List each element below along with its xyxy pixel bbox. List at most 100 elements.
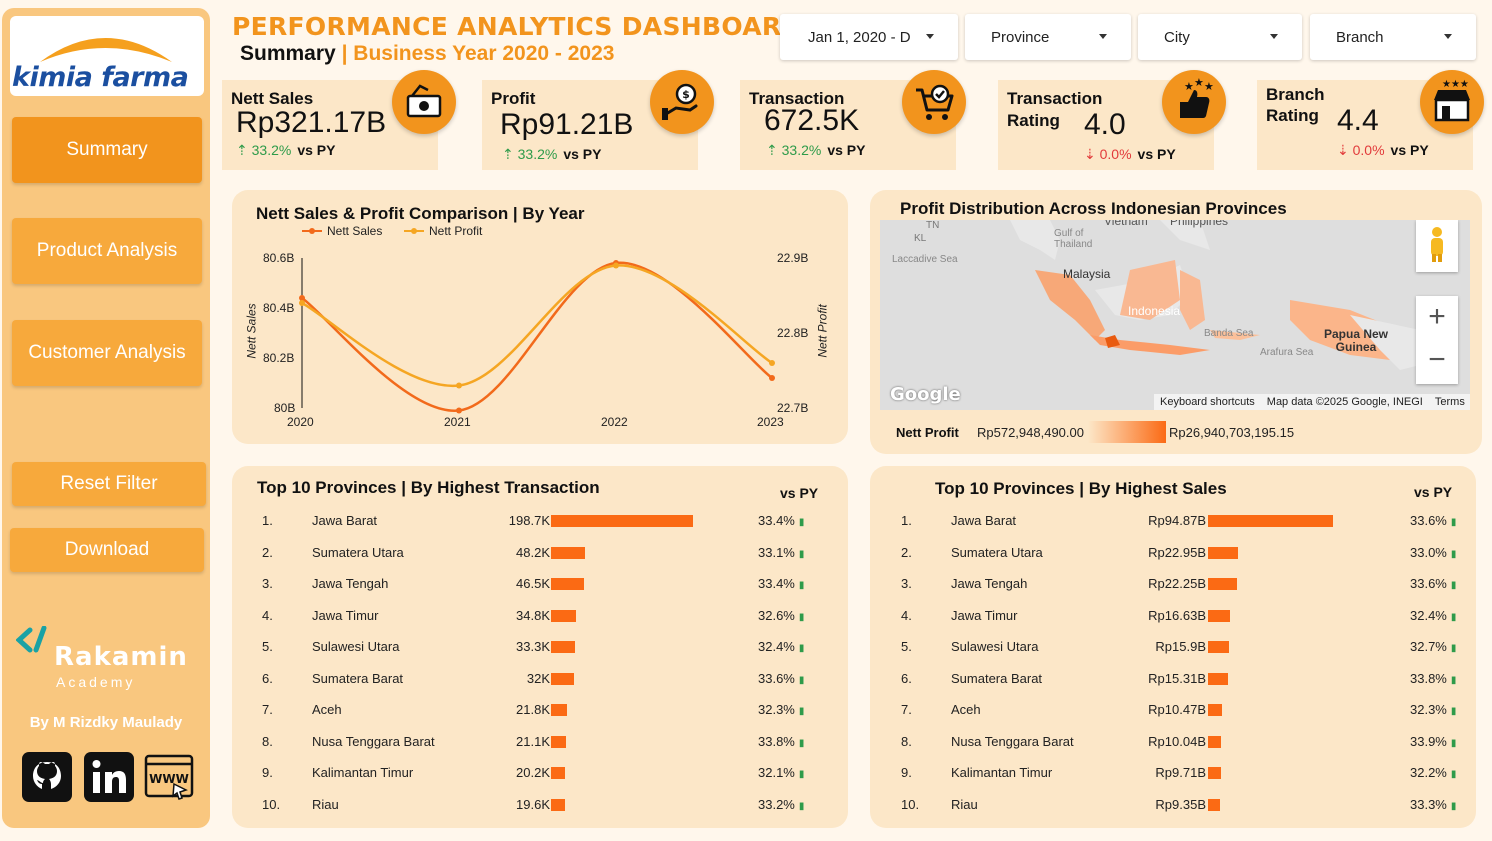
bar[interactable] xyxy=(1208,704,1222,716)
linkedin-icon[interactable] xyxy=(84,752,134,802)
profit-map[interactable]: Vietnam Philippines TN KL Gulf of Thaila… xyxy=(880,220,1470,410)
bar[interactable] xyxy=(1208,767,1221,779)
vs-py-value: 33.3% ▮ xyxy=(1410,796,1457,812)
x-tick: 2022 xyxy=(601,415,628,429)
bar[interactable] xyxy=(551,767,566,779)
map-label: Malaysia xyxy=(1063,267,1111,281)
bar[interactable] xyxy=(551,609,576,622)
bar[interactable] xyxy=(551,641,575,653)
map-title: Profit Distribution Across Indonesian Pr… xyxy=(900,199,1287,218)
x-tick: 2021 xyxy=(444,415,471,429)
trend-up-icon: ▮ xyxy=(798,674,805,686)
logo-text: kimia farma xyxy=(12,62,189,93)
bar[interactable] xyxy=(551,546,586,559)
map-label: Gulf of Thailand xyxy=(1054,228,1093,250)
bar[interactable] xyxy=(1208,798,1221,811)
rank-number: 7. xyxy=(901,702,912,717)
province-name: Nusa Tenggara Barat xyxy=(951,733,1074,749)
logo-arc-icon xyxy=(40,38,172,62)
rakamin-logo: Rakamin Academy xyxy=(16,626,206,696)
nav-customer-analysis-button[interactable]: Customer Analysis xyxy=(12,320,202,386)
trend-up-icon: ▮ xyxy=(1450,800,1457,812)
bar[interactable] xyxy=(551,735,567,748)
rank-number: 9. xyxy=(901,765,912,780)
branch-filter[interactable]: Branch xyxy=(1310,14,1476,60)
profit-hand-icon: $ xyxy=(650,70,714,134)
svg-text:$: $ xyxy=(682,88,690,101)
kpi-label: Profit xyxy=(491,89,536,108)
province-name: Jawa Timur xyxy=(312,607,379,623)
province-name: Jawa Tengah xyxy=(951,576,1028,591)
rank-number: 3. xyxy=(262,576,273,591)
bar[interactable] xyxy=(1208,735,1222,748)
transaction-vs-header: vs PY xyxy=(780,485,819,501)
date-range-filter[interactable]: Jan 1, 2020 - D xyxy=(780,14,958,60)
bar[interactable] xyxy=(1208,515,1333,527)
trend-up-icon: ▮ xyxy=(1450,706,1457,717)
city-filter[interactable]: City xyxy=(1138,14,1302,60)
rank-number: 2. xyxy=(901,544,912,560)
rank-number: 4. xyxy=(262,607,273,623)
author-credit: By M Rizdky Maulady xyxy=(29,714,183,731)
dashboard-subtitle: Summary | Business Year 2020 - 2023 xyxy=(240,42,614,66)
map-label: Papua New Guinea xyxy=(1323,327,1389,354)
bar-value-label: Rp22.25B xyxy=(1148,576,1206,591)
bar-value-label: Rp22.95B xyxy=(1148,544,1206,560)
street-view-pegman-icon[interactable] xyxy=(1416,220,1458,272)
zoom-out-button[interactable]: − xyxy=(1428,343,1446,376)
store-icon: ★★★ xyxy=(1420,70,1484,134)
nav-product-analysis-button[interactable]: Product Analysis xyxy=(12,218,202,284)
trend-up-icon: ▮ xyxy=(1450,611,1457,623)
province-name: Nusa Tenggara Barat xyxy=(312,733,435,749)
bar[interactable] xyxy=(1208,546,1239,559)
province-name: Sulawesi Utara xyxy=(951,639,1039,654)
bar-value-label: 32K xyxy=(526,670,550,686)
trend-up-icon: ▮ xyxy=(798,800,805,812)
bar[interactable] xyxy=(551,515,693,527)
rakamin-title: Rakamin xyxy=(54,642,188,672)
trend-up-icon: ▮ xyxy=(1450,674,1457,686)
province-filter[interactable]: Province xyxy=(965,14,1131,60)
github-icon[interactable] xyxy=(22,752,72,802)
terms-link[interactable]: Terms xyxy=(1434,396,1465,408)
bar[interactable] xyxy=(1208,641,1229,653)
bar[interactable] xyxy=(551,672,574,685)
sidebar: kimia farma Summary Product Analysis Cus… xyxy=(2,8,210,828)
keyboard-shortcuts-link[interactable]: Keyboard shortcuts xyxy=(1160,396,1255,408)
rakamin-subtitle: Academy xyxy=(56,674,136,690)
reset-filter-button[interactable]: Reset Filter xyxy=(12,462,206,506)
vs-py-value: 33.4% ▮ xyxy=(758,513,805,528)
vs-py-value: 33.2% ▮ xyxy=(758,796,805,812)
map-label: Banda Sea xyxy=(1204,328,1254,339)
vs-py-value: 32.4% ▮ xyxy=(1410,607,1457,623)
province-name: Sumatera Utara xyxy=(312,544,404,560)
bar[interactable] xyxy=(1208,672,1229,685)
bar[interactable] xyxy=(1208,578,1238,590)
rank-number: 10. xyxy=(262,796,281,812)
line-chart-title: Nett Sales & Profit Comparison | By Year xyxy=(256,204,585,223)
trend-up-icon: ▮ xyxy=(798,548,805,560)
rank-number: 5. xyxy=(262,639,273,654)
website-icon[interactable]: WWW xyxy=(144,752,194,802)
rank-number: 5. xyxy=(901,639,912,654)
y-tick-right: 22.9B xyxy=(777,251,809,265)
rank-number: 6. xyxy=(901,670,912,686)
bar-value-label: Rp10.47B xyxy=(1148,702,1206,717)
zoom-in-button[interactable]: + xyxy=(1428,300,1446,333)
zoom-controls: + − xyxy=(1416,296,1458,384)
bar-value-label: 20.2K xyxy=(516,765,550,780)
vs-py-value: 32.1% ▮ xyxy=(758,765,805,780)
nav-summary-button[interactable]: Summary xyxy=(12,117,202,183)
download-button[interactable]: Download xyxy=(10,528,204,572)
province-name: Riau xyxy=(951,796,978,812)
money-icon xyxy=(392,70,456,134)
bar[interactable] xyxy=(551,798,565,811)
map-label: Philippines xyxy=(1170,220,1229,228)
sales-vs-header: vs PY xyxy=(1414,484,1453,500)
bar[interactable] xyxy=(551,704,567,716)
rank-number: 9. xyxy=(262,765,273,780)
rank-number: 8. xyxy=(262,733,273,749)
bar[interactable] xyxy=(1208,609,1230,622)
bar[interactable] xyxy=(551,578,585,590)
rank-number: 1. xyxy=(262,513,273,528)
